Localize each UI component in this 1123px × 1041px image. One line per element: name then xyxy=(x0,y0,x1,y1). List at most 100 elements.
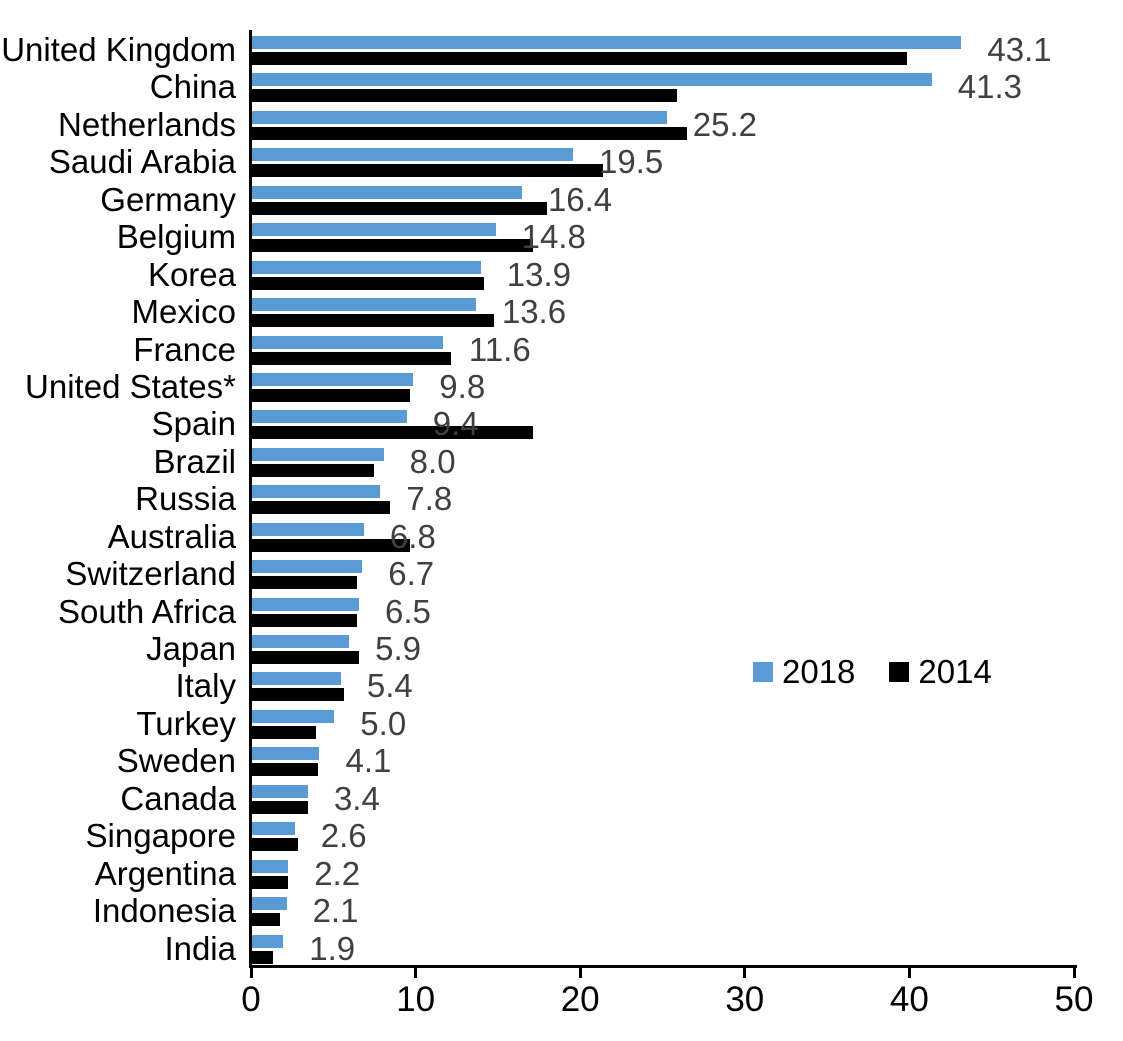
category-label: Saudi Arabia xyxy=(48,143,236,181)
bar-2014 xyxy=(252,838,299,852)
bar-2014 xyxy=(252,913,280,927)
category-label: South Africa xyxy=(58,592,236,630)
bar-2014 xyxy=(252,426,534,440)
bar-2018 xyxy=(252,410,407,424)
bar-2018 xyxy=(252,335,443,349)
category-label: India xyxy=(164,929,236,967)
category-label: Russia xyxy=(135,480,236,518)
bar-2014 xyxy=(252,126,687,140)
legend: 2018 2014 xyxy=(753,653,992,691)
data-label: 16.4 xyxy=(547,180,613,218)
data-label: 7.8 xyxy=(406,480,453,518)
bar-2018 xyxy=(252,148,573,162)
data-label: 25.2 xyxy=(692,105,758,143)
bar-2018 xyxy=(252,859,289,873)
x-tick-label: 40 xyxy=(889,980,929,1019)
bar-2018 xyxy=(252,560,363,574)
category-label: Italy xyxy=(175,667,236,705)
legend-swatch-2018 xyxy=(753,662,773,682)
category-label: China xyxy=(149,68,236,106)
bar-2014 xyxy=(252,314,494,328)
bar-2018 xyxy=(252,897,287,911)
data-label: 6.7 xyxy=(388,555,435,593)
data-label: 9.8 xyxy=(439,367,486,405)
data-label: 3.4 xyxy=(333,779,380,817)
x-tick-mark xyxy=(1072,966,1076,978)
legend-item-2018: 2018 xyxy=(753,653,855,691)
category-label: United Kingdom xyxy=(1,31,236,68)
bar-2014 xyxy=(252,463,374,477)
bar-2014 xyxy=(252,276,485,290)
bar-2018 xyxy=(252,260,481,274)
data-label: 14.8 xyxy=(521,218,586,256)
legend-label-2018: 2018 xyxy=(782,653,856,690)
data-label: 43.1 xyxy=(987,31,1052,68)
category-label: Argentina xyxy=(94,854,236,892)
category-label: France xyxy=(133,330,236,368)
bar-2014 xyxy=(252,688,345,702)
category-label: Korea xyxy=(147,255,236,293)
bar-2018 xyxy=(252,747,320,761)
bar-2014 xyxy=(252,89,677,103)
x-tick-mark xyxy=(414,966,418,978)
bar-2014 xyxy=(252,388,411,402)
bar-2018 xyxy=(252,934,284,948)
category-label: Mexico xyxy=(131,293,236,331)
x-tick-mark xyxy=(743,966,747,978)
legend-item-2014: 2014 xyxy=(889,653,992,691)
x-tick-label: 50 xyxy=(1054,980,1094,1019)
category-label: Indonesia xyxy=(92,892,236,930)
category-label: Netherlands xyxy=(58,105,236,143)
x-axis-line xyxy=(249,965,1077,968)
bar-2018 xyxy=(252,185,522,199)
x-tick-mark xyxy=(578,966,582,978)
bar-2018 xyxy=(252,822,295,836)
data-label: 1.9 xyxy=(309,929,356,967)
x-tick-label: 30 xyxy=(725,980,765,1019)
bar-2018 xyxy=(252,597,359,611)
bar-2014 xyxy=(252,613,358,627)
data-label: 6.8 xyxy=(389,517,436,555)
data-label: 6.5 xyxy=(384,592,431,630)
data-label: 2.1 xyxy=(312,892,359,930)
bar-2018 xyxy=(252,522,364,536)
x-tick-label: 10 xyxy=(396,980,436,1019)
data-label: 2.6 xyxy=(320,817,367,855)
category-label: Canada xyxy=(120,779,236,817)
category-label: United States* xyxy=(25,367,236,405)
category-label: Belgium xyxy=(116,218,236,256)
bar-2018 xyxy=(252,635,350,649)
category-label: Singapore xyxy=(85,817,236,855)
bar-2014 xyxy=(252,875,289,889)
data-label: 11.6 xyxy=(468,330,531,368)
bar-2018 xyxy=(252,36,962,49)
category-label: Sweden xyxy=(116,742,236,780)
bar-2014 xyxy=(252,725,317,739)
category-label: Spain xyxy=(151,405,236,443)
x-tick-label: 20 xyxy=(560,980,600,1019)
data-label: 2.2 xyxy=(314,854,361,892)
data-label: 9.4 xyxy=(432,405,479,443)
bar-2014 xyxy=(252,239,534,253)
bar-2014 xyxy=(252,538,411,552)
bar-2014 xyxy=(252,201,547,215)
data-label: 4.1 xyxy=(345,742,392,780)
bar-2014 xyxy=(252,164,603,178)
x-tick-mark xyxy=(249,966,253,978)
data-label: 5.4 xyxy=(366,667,413,705)
data-label: 8.0 xyxy=(409,442,456,480)
legend-swatch-2014 xyxy=(889,662,910,682)
bar-2018 xyxy=(252,298,476,312)
category-label: Germany xyxy=(100,180,236,218)
bar-2018 xyxy=(252,485,381,499)
data-label: 13.9 xyxy=(506,255,572,293)
data-label: 5.9 xyxy=(375,630,421,668)
category-label: Turkey xyxy=(136,704,236,742)
bar-2018 xyxy=(252,672,341,686)
data-label: 41.3 xyxy=(957,68,1023,106)
bar-2018 xyxy=(252,784,308,798)
bar-2018 xyxy=(252,73,932,87)
data-label: 13.6 xyxy=(501,293,567,331)
bar-2014 xyxy=(252,52,908,65)
